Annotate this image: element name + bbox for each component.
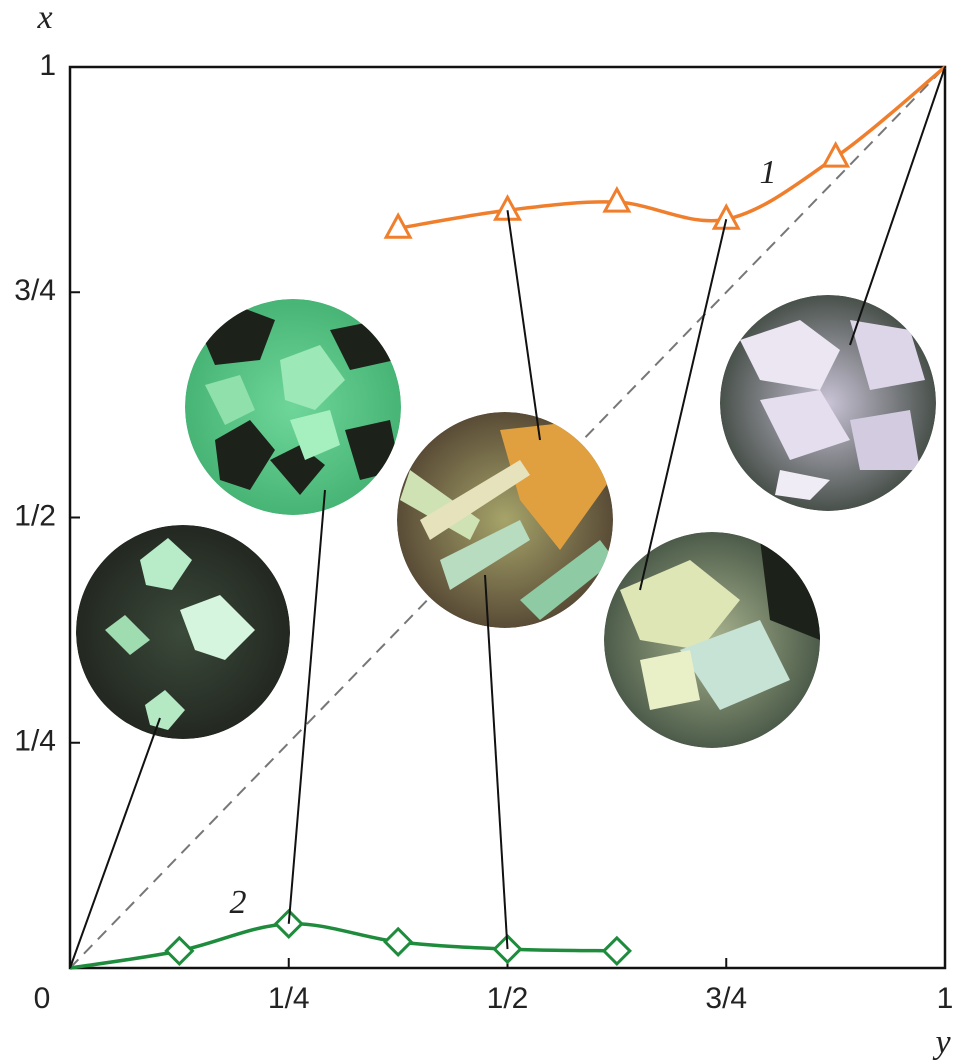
leader-line [287,489,326,924]
curve-label: 2 [230,884,247,921]
y-tick-label: 3/4 [14,274,56,307]
x-axis-label: y [932,1024,951,1061]
x-tick-label: 3/4 [705,982,747,1015]
data-point [492,194,523,221]
data-point [383,926,414,957]
y-tick-label: 1/4 [14,725,56,758]
data-point [164,935,195,967]
curve-label: 1 [760,154,777,191]
over-layer: 0 1/4 1/2 3/4 1 1/4 1/2 3/4 1 [14,49,953,1015]
leader-line [484,574,509,950]
data-point [602,186,632,213]
leader-line [69,717,161,969]
photo [604,532,820,748]
leader-line [849,66,946,346]
series-line [69,922,617,970]
photo [397,412,613,628]
photo [720,295,936,511]
x-tick-label: 0 [34,982,51,1015]
data-point [711,203,741,230]
leader-line [506,210,541,441]
series-line [397,65,947,231]
x-tick-label: 1 [937,982,954,1015]
data-point [383,212,413,239]
data-point [601,935,632,967]
y-axis-label: x [36,0,52,36]
y-tick-label: 1/2 [14,499,56,532]
data-point [821,140,851,168]
crystal-photos [76,295,936,748]
photo [185,299,401,515]
x-tick-label: 1/4 [268,982,310,1015]
photo [76,525,290,739]
y-tick-label: 1 [39,49,56,82]
x-tick-label: 1/2 [487,982,529,1015]
leader-line [639,219,728,591]
